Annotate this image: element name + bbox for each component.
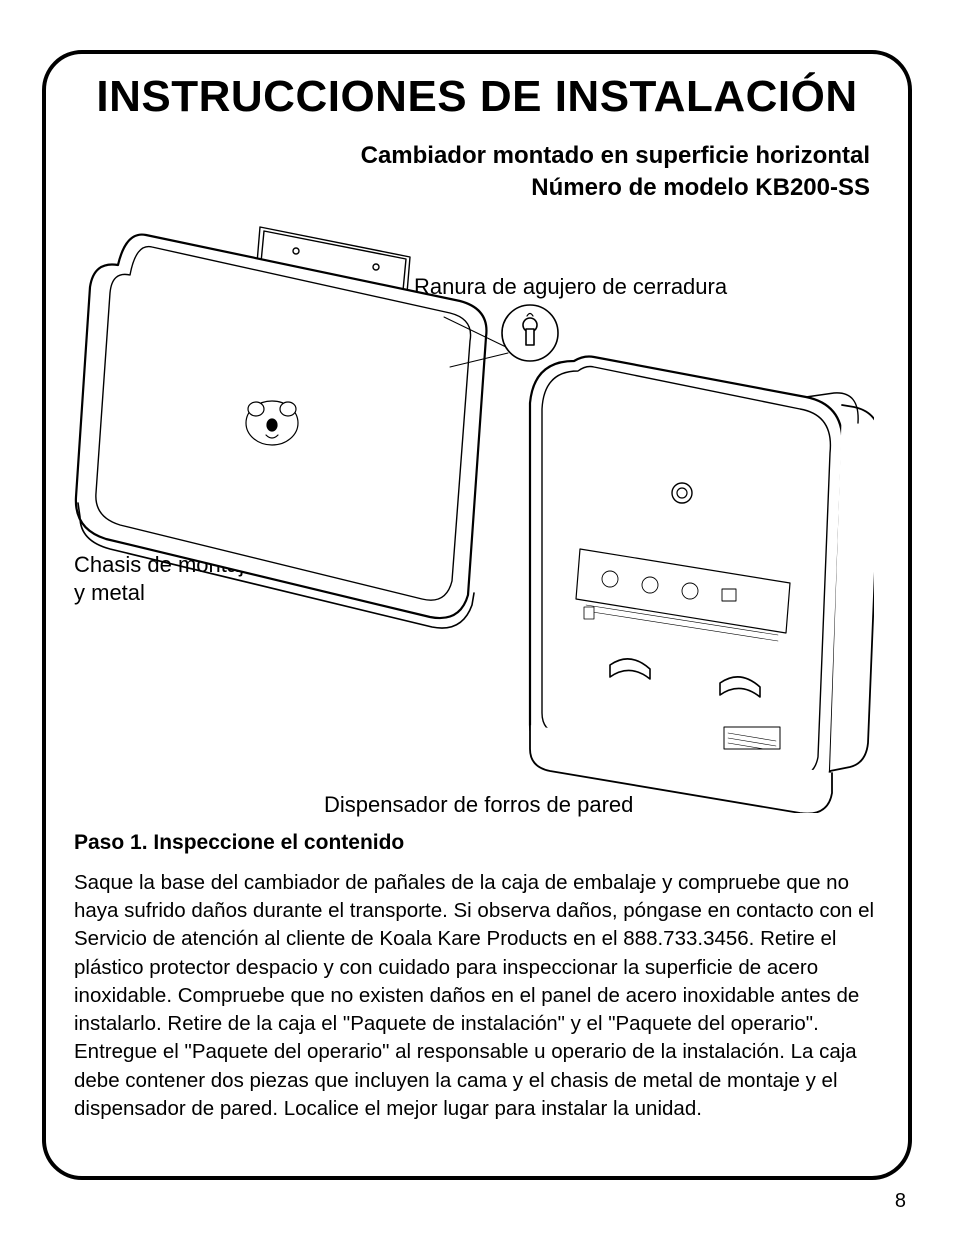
page-title: INSTRUCCIONES DE INSTALACIÓN	[74, 72, 880, 122]
content-frame: INSTRUCCIONES DE INSTALACIÓN Cambiador m…	[42, 50, 912, 1180]
subtitle-line-1: Cambiador montado en superficie horizont…	[361, 142, 870, 169]
step-1-heading: Paso 1. Inspeccione el contenido	[74, 831, 880, 855]
step-1-body: Saque la base del cambiador de pañales d…	[74, 869, 880, 1124]
page-number: 8	[895, 1190, 906, 1213]
left-unit	[76, 227, 487, 628]
koala-logo-icon	[246, 401, 298, 445]
page: INSTRUCCIONES DE INSTALACIÓN Cambiador m…	[0, 0, 954, 1235]
diagram-area: Ranura de agujero de cerradura Chasis de…	[74, 213, 880, 823]
right-unit	[530, 356, 874, 813]
subtitle-line-2: Número de modelo KB200-SS	[531, 174, 870, 201]
subtitle: Cambiador montado en superficie horizont…	[74, 140, 870, 205]
diagram-svg	[74, 213, 874, 813]
